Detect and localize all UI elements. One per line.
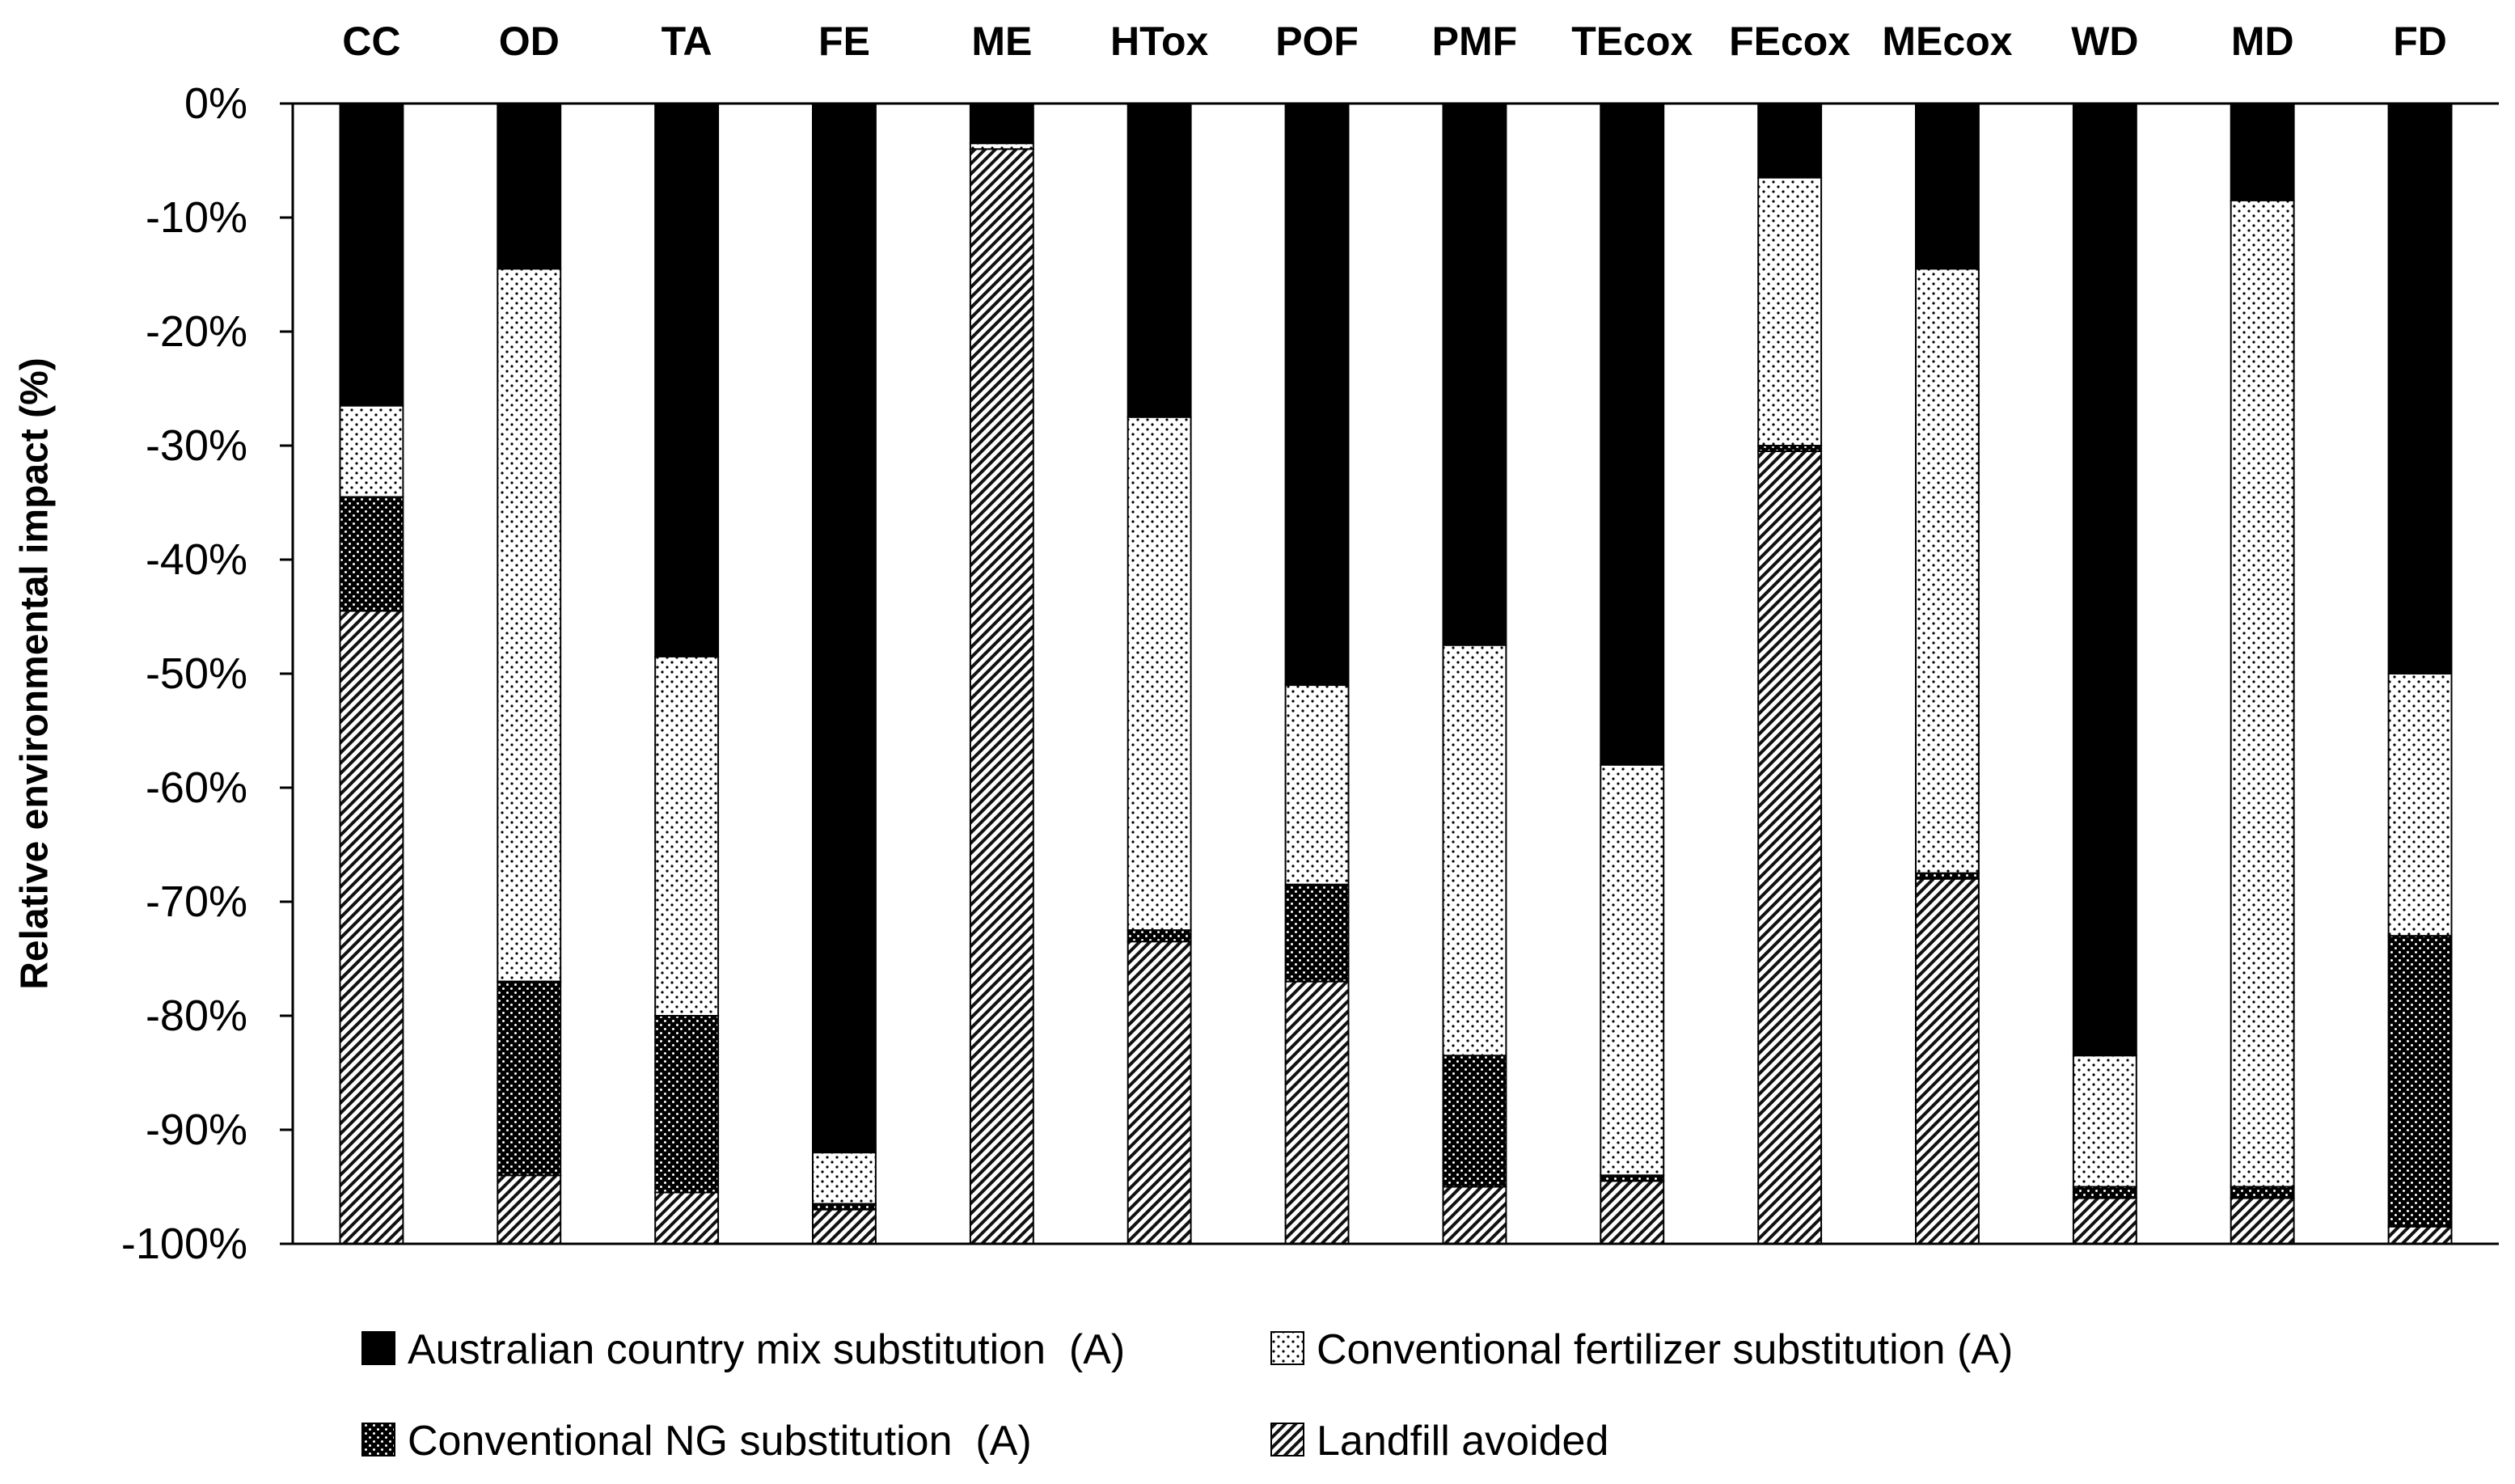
bar-FEcox-series-4 [1757, 450, 1823, 1245]
legend-label-4: Landfill avoided [1317, 1418, 1608, 1465]
legend-label-2: Conventional fertilizer substitution (A) [1317, 1326, 2013, 1373]
category-label-MD: MD [2231, 19, 2294, 64]
bar-HTox-series-1 [1126, 103, 1192, 418]
bar-PMF-series-1 [1442, 103, 1507, 646]
y-tick-label: -90% [146, 1106, 247, 1154]
bar-MD-series-2 [2230, 199, 2295, 1188]
bar-FD-series-3 [2387, 935, 2453, 1228]
category-label-HTox: HTox [1110, 19, 1208, 64]
category-label-ME: ME [971, 19, 1032, 64]
bar-CC-series-4 [339, 610, 404, 1245]
bar-ME-series-4 [969, 148, 1034, 1245]
y-tick-label: 0% [184, 79, 247, 128]
bar-PMF-series-2 [1442, 644, 1507, 1057]
y-tick-label: -10% [146, 193, 247, 242]
bar-MEcox-series-1 [1915, 103, 1980, 270]
category-label-FE: FE [818, 19, 870, 64]
y-tick-label: -100% [121, 1220, 247, 1268]
bar-FE-series-1 [812, 103, 877, 1154]
bar-POF-series-2 [1284, 684, 1350, 886]
category-label-FEcox: FEcox [1729, 19, 1850, 64]
bar-HTox-series-4 [1126, 941, 1192, 1245]
category-label-FD: FD [2393, 19, 2447, 64]
bar-FE-series-2 [812, 1152, 877, 1205]
bar-FD-series-2 [2387, 673, 2453, 937]
legend-swatch-2 [1270, 1331, 1304, 1365]
bar-FD-series-1 [2387, 103, 2453, 674]
y-tick-label: -50% [146, 649, 247, 698]
y-tick-label: -80% [146, 991, 247, 1040]
bar-CC-series-3 [339, 496, 404, 612]
bar-TA-series-4 [654, 1191, 720, 1245]
legend-swatch-1 [361, 1331, 395, 1365]
bar-WD-series-3 [2072, 1186, 2137, 1199]
bar-OD-series-4 [497, 1174, 562, 1245]
bar-OD-series-3 [497, 980, 562, 1177]
category-label-CC: CC [342, 19, 400, 64]
bar-TEcox-series-4 [1600, 1180, 1665, 1245]
bar-MD-series-4 [2230, 1197, 2295, 1245]
category-label-TA: TA [662, 19, 712, 64]
axes-layer [280, 102, 2499, 1245]
category-label-POF: POF [1275, 19, 1359, 64]
bars-layer [339, 103, 2453, 1245]
y-tick-labels: 0% -10% -20% -30% -40% -50% -60% -70% -80% -90% -1… [121, 79, 247, 1268]
bar-FE-series-4 [812, 1208, 877, 1245]
bar-CC-series-1 [339, 103, 404, 407]
bar-WD-series-2 [2072, 1055, 2137, 1188]
bar-MD-series-1 [2230, 103, 2295, 201]
legend-swatch-3 [361, 1423, 395, 1457]
y-tick-label: -30% [146, 421, 247, 470]
bar-MEcox-series-2 [1915, 268, 1980, 874]
bar-OD-series-1 [497, 103, 562, 270]
bar-MEcox-series-4 [1915, 877, 1980, 1245]
legend-swatch-4 [1270, 1423, 1304, 1457]
legend-label-1: Australian country mix substitution (A) [408, 1326, 1125, 1373]
bar-POF-series-4 [1284, 980, 1350, 1245]
bar-FD-series-4 [2387, 1225, 2453, 1245]
bar-CC-series-2 [339, 404, 404, 498]
bar-POF-series-3 [1284, 883, 1350, 983]
bar-TA-series-1 [654, 103, 720, 657]
bar-WD-series-4 [2072, 1197, 2137, 1245]
y-axis-title: Relative environmental impact (%) [14, 357, 57, 990]
y-tick-label: -70% [146, 877, 247, 926]
legend: Australian country mix substitution (A) C… [361, 1326, 2013, 1465]
bar-TEcox-series-3 [1600, 1174, 1665, 1182]
bar-PMF-series-3 [1442, 1055, 1507, 1188]
bar-TA-series-2 [654, 655, 720, 1017]
category-label-WD: WD [2071, 19, 2138, 64]
bar-OD-series-2 [497, 268, 562, 983]
bar-MD-series-3 [2230, 1186, 2295, 1199]
category-label-MEcox: MEcox [1882, 19, 2012, 64]
bar-TEcox-series-1 [1600, 103, 1665, 766]
bar-ME-series-1 [969, 103, 1034, 145]
y-tick-label: -20% [146, 307, 247, 356]
category-labels: CC OD TA FE ME HTox POF PMF TEcox FEcox MEcox WD MD F… [342, 19, 2447, 64]
bar-FEcox-series-3 [1757, 445, 1823, 452]
bar-PMF-series-4 [1442, 1186, 1507, 1245]
category-label-OD: OD [499, 19, 560, 64]
category-label-PMF: PMF [1432, 19, 1518, 64]
bar-HTox-series-3 [1126, 929, 1192, 943]
bar-TEcox-series-2 [1600, 763, 1665, 1177]
bar-ME-series-2 [969, 142, 1034, 150]
bar-FEcox-series-1 [1757, 103, 1823, 179]
bar-HTox-series-2 [1126, 416, 1192, 932]
y-tick-label: -40% [146, 535, 247, 584]
bar-FEcox-series-2 [1757, 176, 1823, 447]
bar-WD-series-1 [2072, 103, 2137, 1057]
category-label-TEcox: TEcox [1571, 19, 1693, 64]
y-tick-label: -60% [146, 763, 247, 812]
bar-TA-series-3 [654, 1015, 720, 1194]
bar-FE-series-3 [812, 1203, 877, 1211]
legend-label-3: Conventional NG substitution (A) [408, 1418, 1032, 1465]
bar-POF-series-1 [1284, 103, 1350, 687]
